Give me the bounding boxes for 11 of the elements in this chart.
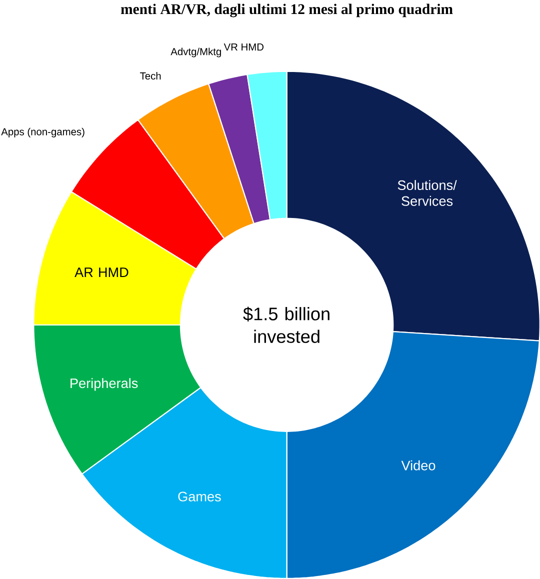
slice-label: Games [178,492,221,502]
slice-label: Video [401,460,435,470]
slice-label: Apps (non-games) [0,128,84,138]
slice-label: Tech [140,72,160,80]
slice-label: AR HMD [74,268,128,277]
slice-label: Solutions/ Services [398,180,457,206]
chart-title: menti AR/VR, dagli ultimi 12 mesi al primo quadrim [120,4,453,18]
text: $1.5 billion invested [242,306,330,344]
slice-label: Advtg/Mktg [170,48,221,58]
slice-label: VR HMD [224,44,264,51]
slice-label: Peripherals [70,378,138,391]
